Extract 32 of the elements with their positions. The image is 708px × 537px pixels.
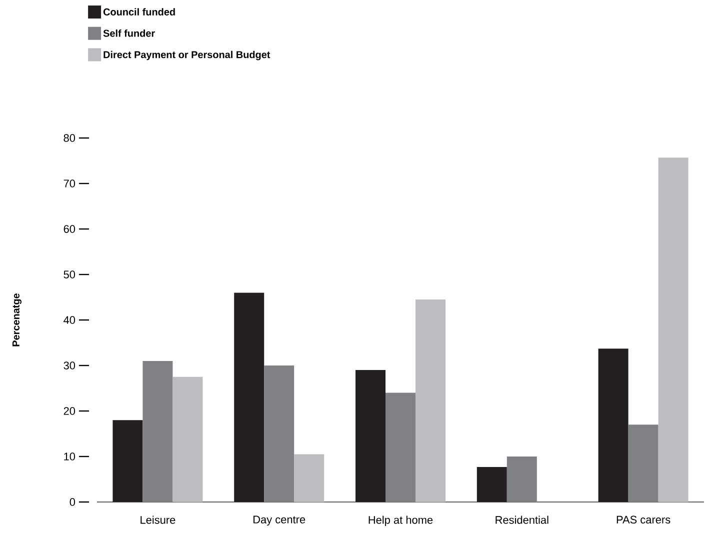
bar bbox=[234, 292, 264, 502]
bar bbox=[658, 158, 688, 502]
bar bbox=[416, 300, 446, 502]
x-tick-label: Help at home bbox=[368, 516, 433, 526]
x-tick-label: Leisure bbox=[140, 516, 176, 524]
y-tick-label: 60 bbox=[64, 225, 76, 233]
bar bbox=[356, 370, 386, 502]
x-tick-label: PAS carers bbox=[616, 516, 670, 524]
bar bbox=[294, 454, 324, 502]
y-tick-label: 40 bbox=[64, 316, 76, 324]
y-tick-label: 80 bbox=[64, 134, 76, 142]
y-axis-title: Percenatge bbox=[12, 293, 22, 346]
y-tick-label: 0 bbox=[70, 498, 76, 506]
y-tick-label: 70 bbox=[64, 180, 76, 188]
bar bbox=[172, 376, 203, 502]
bar bbox=[506, 456, 537, 502]
bar bbox=[142, 360, 173, 502]
x-tick-label: Residential bbox=[496, 516, 548, 524]
y-tick-label: 50 bbox=[64, 270, 76, 278]
bar bbox=[476, 466, 507, 502]
legend-label: Self funder bbox=[103, 30, 155, 37]
bar bbox=[628, 424, 658, 502]
y-tick-label: 30 bbox=[64, 362, 76, 370]
x-tick-label: Day centre bbox=[254, 516, 306, 526]
legend-label: Direct Payment or Personal Budget bbox=[104, 50, 270, 60]
legend-label: Council funded bbox=[103, 8, 175, 16]
bar bbox=[264, 366, 294, 502]
y-tick-label: 20 bbox=[64, 407, 76, 415]
bar bbox=[386, 392, 416, 502]
y-tick-label: 10 bbox=[64, 452, 76, 460]
bar bbox=[598, 348, 628, 502]
bar bbox=[112, 420, 143, 502]
